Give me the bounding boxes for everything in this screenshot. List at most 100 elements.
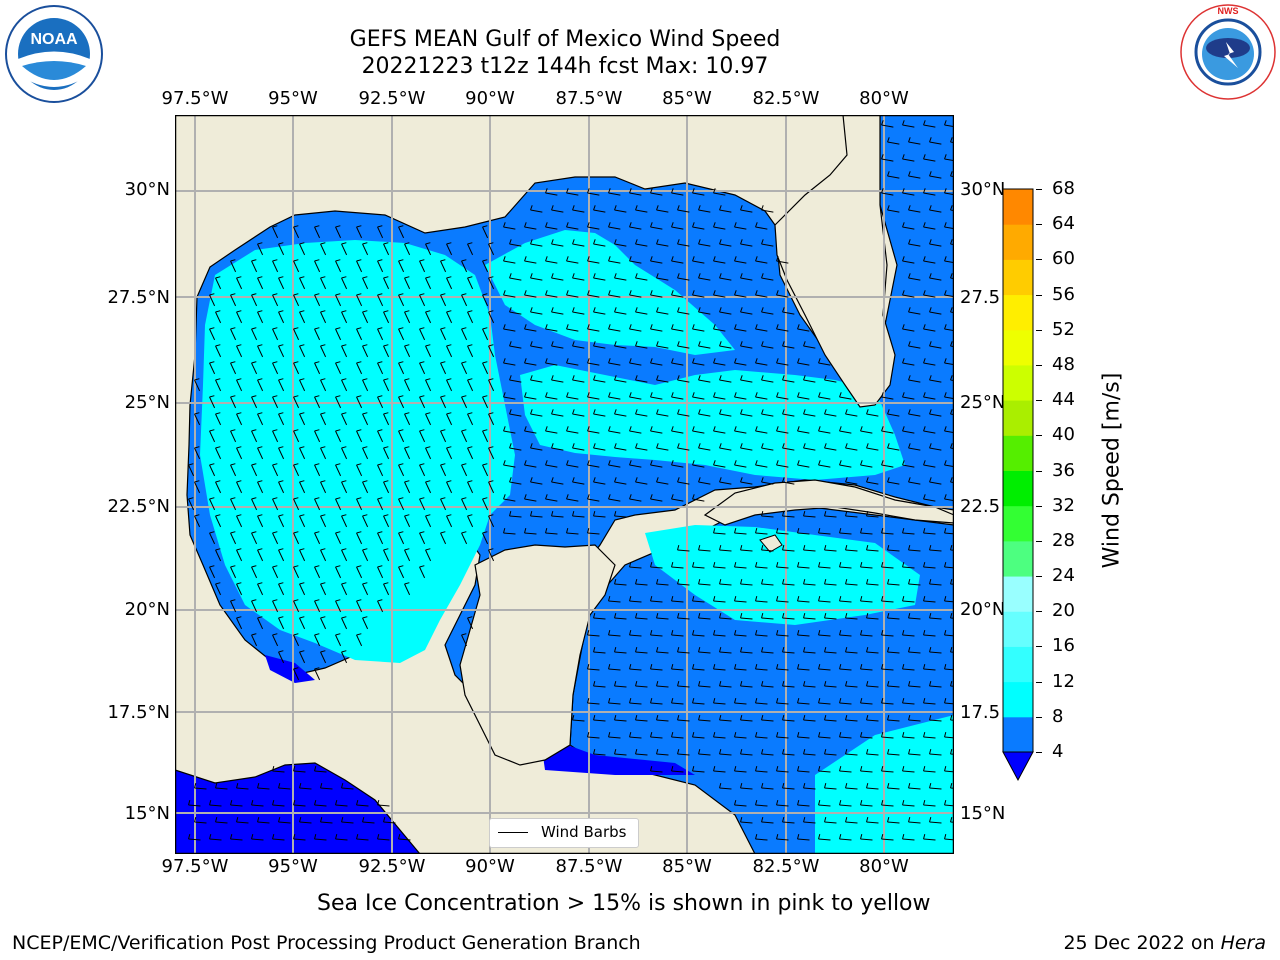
wind-barb — [446, 379, 453, 392]
wind-barb-flag — [404, 310, 410, 313]
wind-barb — [419, 294, 426, 307]
wind-barb-flag — [803, 511, 806, 517]
wind-barb-flag — [734, 324, 737, 330]
wind-barb — [398, 566, 405, 579]
wind-barb-flag — [629, 358, 632, 364]
wind-barb — [614, 447, 627, 451]
wind-barb-flag — [572, 511, 575, 517]
wind-barb-flag — [551, 239, 554, 245]
cuba — [703, 479, 954, 526]
wind-barb — [860, 532, 873, 535]
wind-barb-flag — [293, 800, 296, 806]
wind-barb — [839, 702, 852, 705]
wind-barb — [572, 243, 585, 247]
wind-barb — [383, 447, 390, 460]
wind-barb-flag — [356, 633, 362, 636]
wind-barb — [377, 362, 384, 375]
wind-barb-flag — [320, 783, 323, 789]
wind-barb — [755, 804, 768, 807]
wind-barb — [761, 413, 774, 417]
wind-barb-flag — [545, 256, 548, 262]
colorbar-band — [1003, 611, 1033, 647]
wind-barb-flag — [797, 596, 800, 602]
colorbar-tick-label: 16 — [1052, 635, 1075, 657]
wind-barb — [293, 226, 300, 239]
wind-barb — [818, 838, 831, 841]
wind-barb — [656, 379, 669, 383]
wind-barb-flag — [272, 429, 278, 432]
wind-barb — [692, 464, 705, 468]
wind-barb-flag — [593, 239, 596, 245]
wind-barb-flag — [866, 783, 869, 789]
wind-barb — [509, 345, 522, 349]
wind-barb-flag — [881, 732, 884, 738]
wind-barb-flag — [887, 205, 890, 211]
wind-barb-flag — [446, 378, 452, 381]
wind-barb-flag — [272, 395, 278, 398]
wind-barb-flag — [881, 664, 884, 670]
wind-barb-flag — [194, 783, 197, 789]
wind-barb — [509, 413, 522, 417]
wind-barb — [782, 617, 795, 620]
wind-barb-flag — [740, 273, 743, 279]
wind-barb — [740, 447, 753, 451]
wind-barb — [215, 481, 222, 494]
wind-barb-flag — [719, 205, 722, 211]
wind-barb-flag — [629, 460, 632, 466]
wind-barb-flag — [356, 395, 362, 398]
wind-barb — [593, 685, 606, 688]
wind-barb — [545, 192, 558, 196]
wind-barb-flag — [902, 222, 905, 228]
wind-barb — [398, 396, 405, 409]
wind-barb — [860, 770, 873, 773]
wind-barb-flag — [944, 630, 947, 636]
wind-barb — [755, 566, 768, 569]
wind-barb — [566, 498, 579, 502]
wind-barb-flag — [404, 548, 410, 551]
colorbar-band — [1003, 224, 1033, 260]
wind-barb — [272, 464, 279, 477]
wind-barb — [215, 379, 222, 392]
wind-barb — [860, 600, 873, 603]
wind-barb-flag — [692, 290, 695, 296]
wind-barb — [509, 277, 522, 281]
wind-barb-flag — [293, 667, 299, 670]
wind-barb-flag — [740, 749, 743, 755]
wind-barb-flag — [740, 579, 743, 585]
wind-barb-flag — [866, 409, 869, 415]
wind-barb — [335, 464, 342, 477]
wind-barb — [929, 753, 942, 756]
wind-barb — [881, 600, 894, 603]
wind-barb — [356, 498, 363, 511]
wind-barb-flag — [341, 817, 344, 823]
wind-barb — [419, 498, 426, 511]
wind-barb-flag — [524, 222, 527, 228]
wind-barb-flag — [677, 307, 680, 313]
wind-barb-flag — [923, 460, 926, 466]
wind-barb-flag — [209, 800, 212, 806]
wind-barb-flag — [923, 494, 926, 500]
wind-barb — [902, 736, 915, 739]
wind-barb — [671, 328, 684, 332]
wind-barb-flag — [614, 205, 617, 211]
wind-barb-flag — [467, 446, 473, 449]
wind-barb — [902, 634, 915, 637]
wind-barb — [761, 209, 774, 213]
colorbar-band — [1003, 189, 1033, 225]
wind-barb — [629, 736, 642, 739]
wind-barb — [839, 600, 852, 603]
wind-barb — [650, 430, 663, 434]
wind-barb-flag — [734, 800, 737, 806]
wind-barb-flag — [335, 633, 341, 636]
wind-barb — [713, 464, 726, 468]
wind-barb — [740, 651, 753, 654]
wind-barb — [740, 583, 753, 586]
wind-barb-flag — [740, 375, 743, 381]
wind-barb — [341, 787, 354, 790]
wind-barb — [314, 362, 321, 375]
wind-barb — [194, 515, 201, 528]
wind-barb-flag — [824, 817, 827, 823]
wind-barb-flag — [881, 460, 884, 466]
wind-barb-flag — [299, 650, 305, 653]
wind-barb — [383, 413, 390, 426]
